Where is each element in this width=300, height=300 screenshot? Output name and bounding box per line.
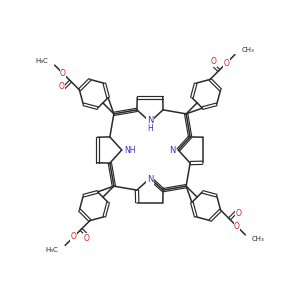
Text: H: H bbox=[147, 124, 153, 133]
Text: N: N bbox=[147, 175, 153, 184]
Text: O: O bbox=[234, 222, 240, 231]
Text: O: O bbox=[211, 57, 217, 66]
Text: O: O bbox=[235, 209, 241, 218]
Text: O: O bbox=[83, 234, 89, 243]
Text: O: O bbox=[59, 82, 65, 91]
Text: CH₃: CH₃ bbox=[242, 47, 254, 53]
Text: N: N bbox=[169, 146, 175, 154]
Text: H₃C: H₃C bbox=[35, 58, 48, 64]
Text: N: N bbox=[147, 116, 153, 125]
Text: O: O bbox=[70, 232, 76, 242]
Text: H₃C: H₃C bbox=[46, 247, 58, 253]
Text: O: O bbox=[224, 58, 230, 68]
Text: O: O bbox=[60, 69, 66, 78]
Text: CH₃: CH₃ bbox=[252, 236, 265, 242]
Text: NH: NH bbox=[125, 146, 136, 154]
